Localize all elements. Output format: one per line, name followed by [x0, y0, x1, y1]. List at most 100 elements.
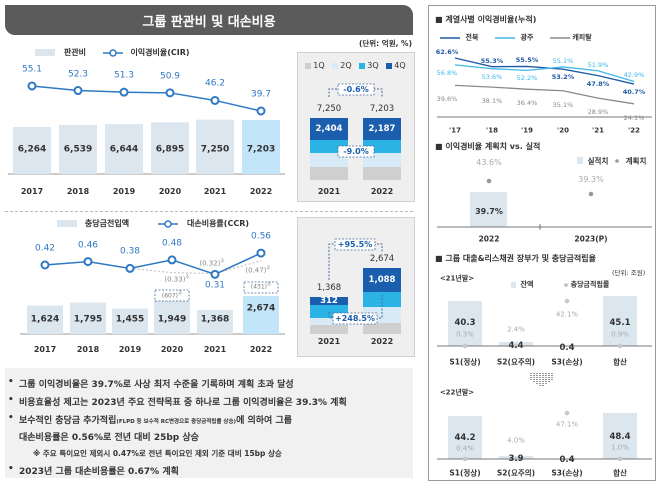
bullet-3-text-b: 에 의하여 그룹 [236, 416, 293, 426]
x-tick-label: '18 [486, 126, 498, 135]
q4-segment [310, 297, 348, 305]
bar-2020 [154, 299, 190, 334]
cir-label: 52.3 [67, 69, 89, 80]
bar-label: 6,644 [109, 144, 139, 155]
x-tick-label: '21 [592, 126, 604, 135]
ccr-point [125, 263, 135, 273]
plan-point [588, 191, 594, 197]
point-label: 53.2% [551, 72, 575, 81]
x-tick-label: '22 [628, 126, 640, 135]
bar-2019 [112, 308, 148, 334]
cir-point [119, 87, 129, 97]
bar-label: 6,895 [155, 144, 185, 155]
balance-bar [448, 416, 482, 459]
point-label: 24.1% [623, 113, 645, 122]
legend-label: 캐피탈 [572, 33, 592, 42]
q4-change-box [337, 145, 375, 158]
point-label: 55.3% [480, 56, 504, 65]
year-label: 2021 [317, 337, 341, 346]
plan-label: 39.3% [578, 175, 604, 184]
bar-label: 1,949 [157, 314, 187, 325]
year-label: 2021 [203, 187, 227, 196]
legend-label: 전북 [465, 33, 479, 42]
cir-point [256, 106, 266, 116]
balance-bar [603, 413, 637, 459]
legend-balance-swatch [511, 282, 516, 288]
ratio-label: 4.0% [507, 436, 525, 445]
ratio-point [513, 456, 519, 462]
bullet-2: 비용효율성 제고는 2023년 주요 전략목표 중 하나로 그룹 이익경비율은 … [8, 395, 347, 408]
series-line-광주 [454, 64, 635, 83]
q1-segment [363, 167, 401, 180]
unit-label: (단위: 억원, %) [358, 39, 412, 48]
q1-segment [310, 325, 348, 334]
legend-ratio-marker [564, 283, 568, 287]
q4-label: 312 [320, 295, 338, 306]
bar-2022 [242, 119, 280, 174]
ratio-point [564, 298, 570, 304]
legend-line-marker [109, 49, 117, 57]
bullet-3-cont: 대손비용률은 0.56%로 전년 대비 25bp 상승 [19, 433, 199, 443]
ccr-point [210, 269, 220, 279]
bullet-3: 보수적인 충당금 추가적립(FLPD 등 보수적 RC변경으로 충당금적립률 상… [8, 413, 293, 426]
total-label: 7,250 [316, 103, 342, 114]
year-label: 2022 [370, 187, 394, 196]
legend-balance-label: 잔액 [520, 280, 534, 289]
year-label: 2022 [478, 234, 500, 244]
legend-swatch-1Q [305, 63, 311, 69]
year-label: 2022 [370, 337, 394, 346]
legend-bar-label: 판관비 [63, 48, 87, 57]
bullet-3-text-a: 보수적인 충당금 추가적립 [19, 416, 117, 426]
change-connector [328, 243, 383, 280]
ccr-line [44, 252, 262, 276]
bullet-1: 그룹 이익경비율은 39.7%로 사상 최저 수준을 기록하며 계획 초과 달성 [8, 377, 294, 390]
category-label: 합산 [613, 468, 627, 478]
total-label: 7,203 [369, 103, 395, 114]
category-label: S2(요주의) [496, 468, 536, 478]
plan-point [486, 178, 492, 184]
ratio-point [462, 343, 468, 349]
q4-label: 2,404 [315, 123, 343, 134]
point-label: 51.9% [587, 60, 609, 69]
q4-label: 2,187 [368, 123, 396, 134]
bar-2020 [151, 122, 189, 174]
category-label: 합산 [613, 357, 627, 367]
down-arrow-icon [530, 373, 553, 386]
category-label: S2(요주의) [496, 357, 536, 367]
point-label: 53.6% [481, 72, 503, 81]
loan-quality-title: 그룹 대출&리스채권 장부가 및 충당금적립율 [435, 253, 596, 264]
q4-segment [363, 118, 401, 140]
total-change-label: -0.6% [343, 85, 369, 94]
section-divider [5, 211, 413, 212]
adjusted-ccr-label: (0.32)주 [199, 259, 225, 268]
legend-plan-marker [615, 159, 619, 163]
legend-label-3Q: 3Q [367, 61, 379, 70]
ccr-point [167, 255, 177, 265]
bar-2017 [27, 305, 63, 334]
year-label: 2023(P) [574, 234, 608, 244]
loan-unit: (단위: 조원) [612, 269, 646, 277]
bar-2018 [70, 302, 106, 334]
q4-change-label: -9.0% [343, 147, 369, 156]
bullet-4: 2023년 그룹 대손비용률은 0.67% 계획 [8, 464, 179, 477]
ccr-label: 0.38 [119, 246, 141, 257]
legend-swatch-4Q [386, 63, 392, 69]
bar-label: 6,539 [63, 144, 93, 155]
ratio-point [617, 456, 623, 462]
point-label: 39.6% [436, 95, 458, 104]
point-label: 35.1% [552, 100, 574, 109]
period-label: <22년말> [439, 388, 475, 397]
special-item-box [243, 281, 279, 294]
adjusted-ccr-label: (0.33)주 [164, 275, 190, 284]
point-label: 38.1% [481, 96, 503, 105]
legend-line-label: 대손비용률(CCR) [186, 219, 250, 228]
year-label: 2021 [203, 345, 227, 354]
legend-line-label: 이익경비율(CIR) [130, 48, 190, 57]
point-label: 62.6% [435, 47, 459, 56]
balance-label: 0.4 [559, 454, 575, 465]
category-label: S3(손상) [551, 357, 583, 367]
year-label: 2020 [160, 345, 184, 354]
series-line-캐피탈 [454, 84, 635, 105]
year-label: 2018 [76, 345, 100, 354]
